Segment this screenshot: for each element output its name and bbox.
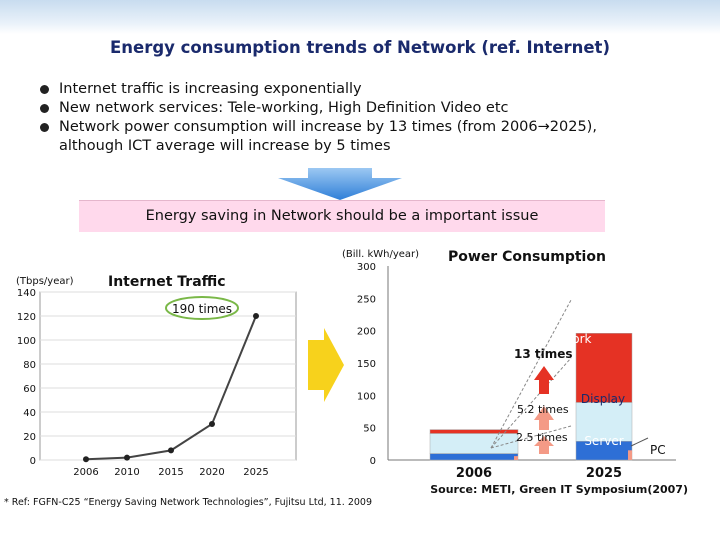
callout-label: 190 times bbox=[172, 302, 232, 316]
pc-leader bbox=[630, 437, 649, 447]
bullet-item: Network power consumption will increase … bbox=[40, 118, 700, 137]
up-arrow-icon bbox=[534, 436, 554, 454]
network-label-line-2: work bbox=[562, 332, 591, 346]
power-consumption-chart: 0 50 100 150 200 250 300 2006 2025 (Bill. kWh/y… bbox=[342, 249, 688, 496]
connector-server bbox=[490, 425, 572, 449]
bullet-dot-icon bbox=[40, 104, 49, 113]
data-point bbox=[168, 447, 174, 454]
y-tick-label: 140 bbox=[17, 288, 36, 299]
y-tick-label: 100 bbox=[17, 336, 36, 347]
x-tick-label: 2015 bbox=[158, 467, 183, 478]
bar-pc bbox=[628, 450, 632, 460]
bar-network bbox=[429, 429, 519, 434]
y-axis-label: (Tbps/year) bbox=[16, 276, 74, 287]
x-tick-label: 2006 bbox=[73, 467, 98, 478]
y-tick-label: 100 bbox=[357, 391, 376, 402]
data-point bbox=[83, 456, 89, 463]
up-arrow-icon bbox=[534, 406, 554, 430]
bullet-item: although ICT average will increase by 5 … bbox=[40, 137, 700, 156]
source-label: Source: METI, Green IT Symposium(2007) bbox=[430, 483, 688, 496]
y-tick-label: 120 bbox=[17, 312, 36, 323]
bar-display bbox=[575, 402, 633, 442]
chart-title: Power Consumption bbox=[448, 249, 606, 265]
pc-label: PC bbox=[650, 443, 666, 457]
up-arrow-icon bbox=[534, 366, 554, 394]
display-label: Display bbox=[581, 392, 625, 406]
bar-display bbox=[429, 433, 519, 454]
bullet-item: Internet traffic is increasing exponenti… bbox=[40, 80, 700, 99]
bar-server bbox=[429, 453, 519, 461]
y-tick-label: 0 bbox=[370, 456, 376, 467]
y-tick-label: 50 bbox=[363, 424, 376, 435]
y-tick-label: 250 bbox=[357, 294, 376, 305]
y-axis-label: (Bill. kWh/year) bbox=[342, 249, 419, 260]
server-label: Server bbox=[584, 434, 623, 448]
chart-title: Internet Traffic bbox=[108, 274, 226, 290]
x-tick-label: 2025 bbox=[586, 466, 622, 481]
annotation-13-times: 13 times bbox=[514, 347, 573, 361]
banner: Energy saving in Network should be a imp… bbox=[79, 200, 605, 232]
bullet-text: New network services: Tele-working, High… bbox=[59, 100, 509, 116]
annotation-5-2-times: 5.2 times bbox=[517, 403, 569, 416]
bar-network bbox=[575, 333, 633, 403]
x-tick-label: 2025 bbox=[243, 467, 268, 478]
connector-network bbox=[490, 299, 572, 449]
data-point bbox=[209, 421, 215, 427]
bar-pc bbox=[514, 456, 518, 460]
bullet-text: Network power consumption will increase … bbox=[59, 119, 597, 135]
bullet-text: Internet traffic is increasing exponenti… bbox=[59, 81, 362, 97]
bullet-text: although ICT average will increase by 5 … bbox=[59, 138, 391, 154]
x-tick-label: 2006 bbox=[456, 466, 492, 481]
callout-ellipse bbox=[165, 296, 239, 320]
x-tick-label: 2010 bbox=[114, 467, 139, 478]
bullet-item: New network services: Tele-working, High… bbox=[40, 99, 700, 118]
slide-title: Energy consumption trends of Network (re… bbox=[109, 38, 610, 57]
y-tick-label: 200 bbox=[357, 327, 376, 338]
data-point bbox=[124, 454, 130, 461]
annotation-2-5-times: 2.5 times bbox=[516, 431, 568, 444]
y-tick-label: 300 bbox=[357, 262, 376, 273]
bullet-list: Internet traffic is increasing exponenti… bbox=[40, 80, 700, 156]
connector-display bbox=[490, 357, 572, 449]
banner-text: Energy saving in Network should be a imp… bbox=[145, 208, 539, 224]
x-tick-label: 2020 bbox=[199, 467, 224, 478]
bullet-dot-icon bbox=[40, 85, 49, 94]
header-band bbox=[0, 0, 720, 34]
y-tick-label: 40 bbox=[23, 408, 36, 419]
down-arrow-icon bbox=[278, 168, 402, 200]
y-tick-label: 20 bbox=[23, 432, 36, 443]
y-tick-label: 150 bbox=[357, 359, 376, 370]
data-point bbox=[253, 313, 259, 319]
footnote: * Ref: FGFN-C25 “Energy Saving Network T… bbox=[4, 497, 372, 508]
bullet-dot-icon bbox=[40, 123, 49, 132]
right-arrow-icon bbox=[308, 328, 344, 402]
network-label-line-1: Net- bbox=[564, 317, 589, 331]
y-tick-label: 0 bbox=[30, 456, 36, 467]
y-tick-label: 60 bbox=[23, 384, 36, 395]
y-tick-label: 80 bbox=[23, 360, 36, 371]
